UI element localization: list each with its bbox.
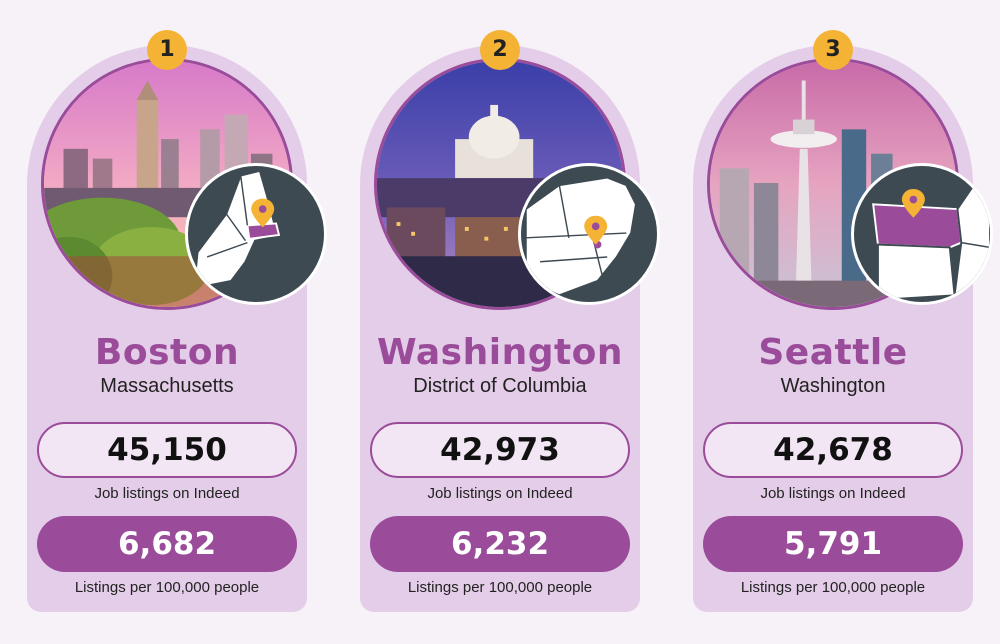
rank-badge: 1	[147, 30, 187, 70]
city-card-boston: 1	[27, 30, 327, 612]
city-name: Seattle	[758, 332, 908, 373]
job-listings-value: 45,150	[37, 422, 297, 478]
per-capita-label: Listings per 100,000 people	[740, 579, 926, 596]
map-pin-icon	[584, 215, 608, 245]
city-name: Washington	[376, 332, 624, 373]
state-name: Massachusetts	[100, 375, 234, 397]
state-map-washington	[851, 163, 993, 305]
job-listings-value: 42,678	[703, 422, 963, 478]
per-capita-label: Listings per 100,000 people	[74, 579, 260, 596]
job-listings-label: Job listings on Indeed	[427, 485, 573, 502]
state-name: Washington	[780, 375, 886, 397]
per-capita-label: Listings per 100,000 people	[407, 579, 593, 596]
state-map-massachusetts	[185, 163, 327, 305]
state-map-district-of-columbia	[518, 163, 660, 305]
per-capita-value: 6,682	[37, 516, 297, 572]
per-capita-value: 5,791	[703, 516, 963, 572]
per-capita-value: 6,232	[370, 516, 630, 572]
rank-badge: 2	[480, 30, 520, 70]
city-name: Boston	[94, 332, 240, 373]
job-listings-label: Job listings on Indeed	[760, 485, 906, 502]
state-name: District of Columbia	[413, 375, 587, 397]
job-listings-value: 42,973	[370, 422, 630, 478]
rank-badge: 3	[813, 30, 853, 70]
map-pin-icon	[251, 198, 275, 228]
job-listings-label: Job listings on Indeed	[94, 485, 240, 502]
city-card-seattle: 3	[693, 30, 993, 612]
map-pin-icon	[901, 188, 925, 218]
city-card-washington: 2	[360, 30, 660, 612]
